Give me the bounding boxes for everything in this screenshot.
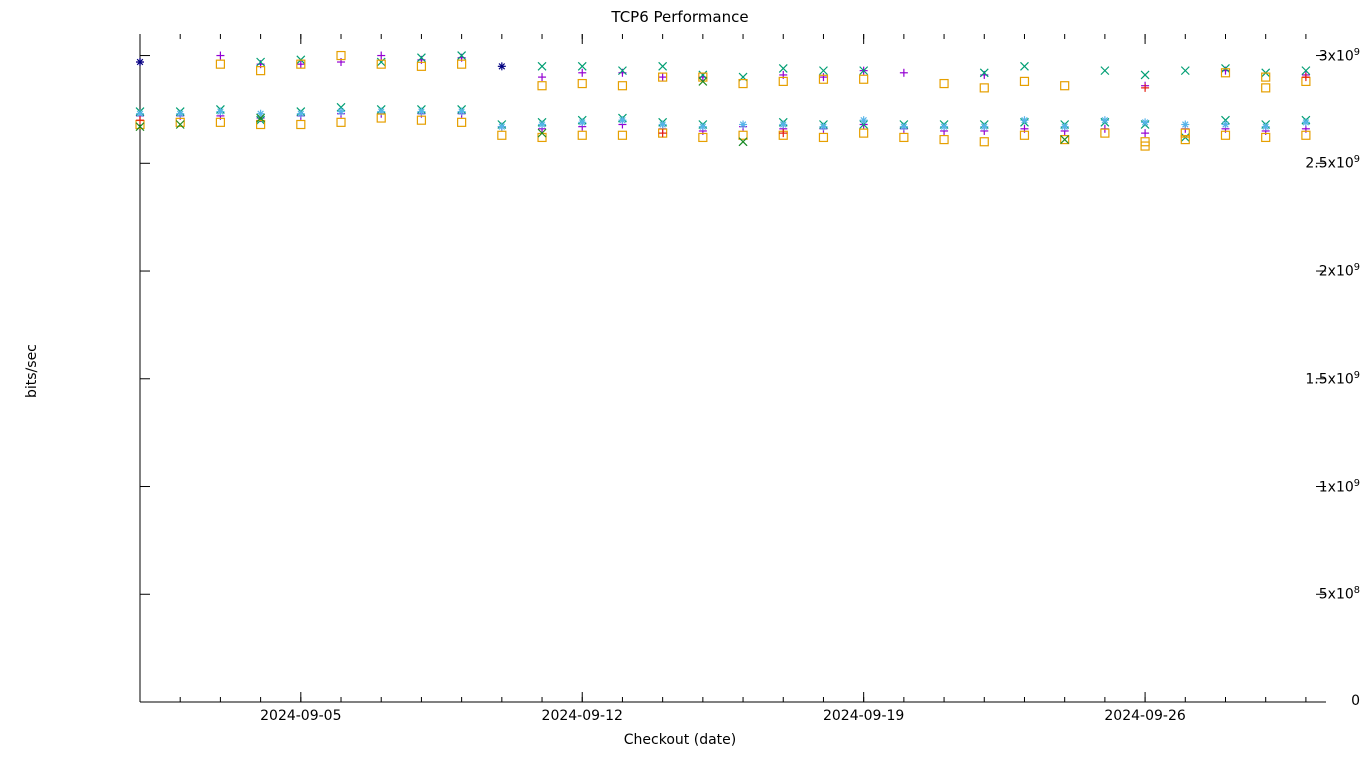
x-tick-label: 2024-09-19 (823, 708, 904, 724)
tcp6-performance-chart: TCP6 Performance 05x1081x1091.5x1092x109… (0, 0, 1360, 768)
x-axis-label: Checkout (date) (0, 732, 1360, 748)
y-tick-label: 0 (1232, 693, 1360, 709)
y-tick-label: 5x108 (1232, 585, 1360, 603)
chart-svg (0, 0, 1360, 768)
x-tick-label: 2024-09-05 (260, 708, 341, 724)
y-tick-label: 2.5x109 (1232, 154, 1360, 172)
y-tick-label: 2x109 (1232, 262, 1360, 280)
y-tick-label: 3x109 (1232, 47, 1360, 65)
y-tick-label: 1x109 (1232, 478, 1360, 496)
x-tick-label: 2024-09-12 (542, 708, 623, 724)
y-tick-label: 1.5x109 (1232, 370, 1360, 388)
x-tick-label: 2024-09-26 (1104, 708, 1185, 724)
y-axis-label: bits/sec (24, 344, 40, 398)
